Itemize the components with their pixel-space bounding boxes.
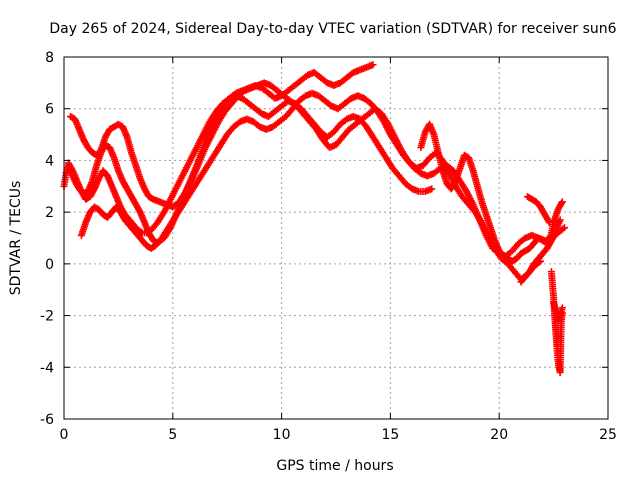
data-point [369,61,377,69]
series-track-i [523,193,553,226]
plot-frame [63,56,609,420]
y-tick-label: 0 [45,257,54,273]
axes: 0 5 10 15 20 25 -6 -4 -2 0 2 4 6 8 [40,50,617,443]
x-tick-label: 15 [381,427,399,443]
y-tick-label: 2 [45,205,54,221]
y-tick-label: -6 [40,412,54,428]
x-tick-label: 0 [60,427,69,443]
series-track-h [550,299,566,325]
data-point [558,198,566,206]
x-tick-label: 5 [168,427,177,443]
y-tick-label: 6 [45,102,54,118]
data-point [556,216,564,224]
data-point [558,304,566,312]
x-tick-label: 20 [490,427,508,443]
data-point [560,224,568,232]
x-axis-label: GPS time / hours [276,458,393,474]
y-tick-label: -4 [40,360,54,376]
chart-title: Day 265 of 2024, Sidereal Day-to-day VTE… [49,21,616,37]
y-axis-label: SDTVAR / TECUs [8,181,24,296]
series-track-j [545,198,566,247]
data-point [428,185,436,193]
data-series [60,61,568,376]
x-tick-label: 10 [273,427,291,443]
x-tick-label: 25 [599,427,617,443]
y-tick-label: 8 [45,50,54,66]
y-tick-label: 4 [45,153,54,169]
y-tick-label: -2 [40,309,54,325]
